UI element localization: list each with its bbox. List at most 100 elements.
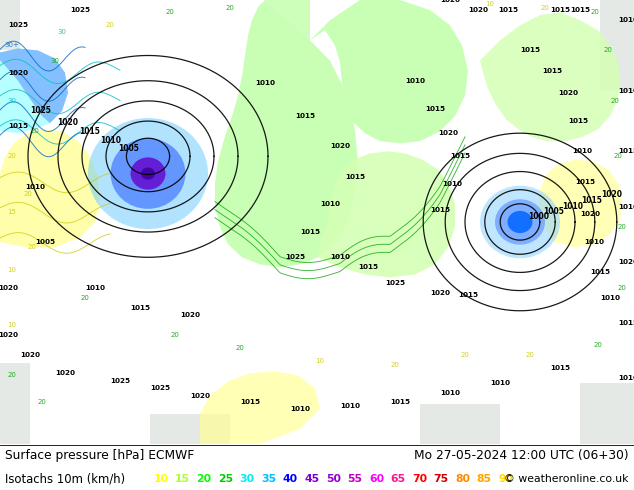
Text: 1020: 1020 (190, 392, 210, 398)
Text: 10: 10 (8, 268, 16, 273)
Text: 30+: 30+ (4, 43, 20, 49)
Text: 20: 20 (541, 5, 550, 11)
Text: 20: 20 (236, 345, 245, 351)
Text: 1015: 1015 (358, 265, 378, 270)
Polygon shape (0, 49, 68, 123)
Text: 1010: 1010 (100, 136, 121, 145)
Bar (0, 0, 20, 50)
Text: 1010: 1010 (320, 201, 340, 207)
Text: 20: 20 (618, 285, 626, 291)
Text: 1020: 1020 (558, 90, 578, 96)
Text: 1015: 1015 (618, 320, 634, 326)
Text: 20: 20 (37, 398, 46, 405)
Polygon shape (310, 0, 468, 143)
Ellipse shape (495, 199, 545, 245)
Text: 10: 10 (8, 322, 16, 328)
Text: 1015: 1015 (425, 106, 445, 112)
Text: 70: 70 (412, 474, 427, 484)
Text: 1015: 1015 (240, 398, 260, 405)
Polygon shape (265, 0, 310, 40)
Ellipse shape (110, 138, 186, 209)
Text: 50: 50 (326, 474, 341, 484)
Text: 90: 90 (498, 474, 514, 484)
Text: 1025: 1025 (285, 254, 305, 260)
Text: 1020: 1020 (57, 118, 79, 126)
Bar (420, 404, 500, 444)
Bar (150, 414, 230, 444)
Text: 1015: 1015 (300, 229, 320, 235)
Text: 20: 20 (226, 5, 235, 11)
Polygon shape (0, 49, 68, 133)
Text: 1020: 1020 (438, 130, 458, 136)
Text: 1015: 1015 (130, 305, 150, 311)
Text: 1020: 1020 (180, 312, 200, 318)
Text: 1025: 1025 (70, 7, 90, 13)
Text: 1020: 1020 (55, 370, 75, 376)
Text: 1010: 1010 (618, 88, 634, 94)
Polygon shape (200, 371, 320, 444)
Text: 30: 30 (240, 474, 255, 484)
Text: 1005: 1005 (543, 207, 564, 217)
Text: 1010: 1010 (562, 202, 583, 211)
Text: 1010: 1010 (340, 403, 360, 409)
Text: Mo 27-05-2024 12:00 UTC (06+30): Mo 27-05-2024 12:00 UTC (06+30) (414, 449, 629, 463)
Text: 30: 30 (51, 57, 60, 64)
Text: 1025: 1025 (150, 386, 170, 392)
Text: 20: 20 (460, 352, 469, 358)
Text: 1025: 1025 (110, 378, 130, 384)
Text: Surface pressure [hPa] ECMWF: Surface pressure [hPa] ECMWF (5, 449, 195, 463)
Text: 20: 20 (604, 48, 612, 53)
Text: 1010: 1010 (25, 184, 45, 190)
Text: 1015: 1015 (430, 207, 450, 213)
Text: 20: 20 (23, 191, 32, 196)
Text: 60: 60 (369, 474, 384, 484)
Text: 1020: 1020 (430, 290, 450, 295)
Text: 1015: 1015 (79, 127, 100, 136)
Text: 1015: 1015 (295, 113, 315, 119)
Text: 1025: 1025 (30, 106, 51, 115)
Text: 1020: 1020 (8, 70, 28, 75)
Bar (600, 0, 634, 91)
Polygon shape (538, 159, 622, 247)
Ellipse shape (507, 211, 533, 233)
Text: 1010: 1010 (572, 148, 592, 154)
Text: 20: 20 (618, 224, 626, 230)
Text: 1010: 1010 (618, 17, 634, 23)
Ellipse shape (131, 157, 165, 190)
Text: 20: 20 (593, 342, 602, 348)
Text: 1015: 1015 (550, 7, 570, 13)
Text: 1020: 1020 (602, 190, 623, 199)
Text: 1000: 1000 (528, 212, 549, 221)
Text: 55: 55 (347, 474, 363, 484)
Text: 1020: 1020 (0, 285, 18, 291)
Text: 40: 40 (283, 474, 298, 484)
Text: 1010: 1010 (405, 78, 425, 84)
Text: 75: 75 (434, 474, 449, 484)
Text: 1010: 1010 (490, 380, 510, 387)
Text: 10: 10 (486, 1, 495, 7)
Text: 1015: 1015 (450, 153, 470, 159)
Text: 1020: 1020 (580, 211, 600, 217)
Text: 80: 80 (455, 474, 470, 484)
Text: 20: 20 (30, 128, 39, 134)
Text: 20: 20 (391, 362, 399, 368)
Text: 1015: 1015 (581, 196, 602, 205)
Text: 1010: 1010 (440, 391, 460, 396)
Ellipse shape (141, 168, 155, 180)
Text: 10: 10 (316, 358, 325, 364)
Text: 1010: 1010 (618, 204, 634, 210)
Text: 20: 20 (590, 9, 599, 15)
Text: © weatheronline.co.uk: © weatheronline.co.uk (505, 474, 629, 484)
Polygon shape (480, 12, 620, 141)
Text: 1010: 1010 (618, 375, 634, 381)
Text: 1015: 1015 (498, 7, 518, 13)
Text: 85: 85 (477, 474, 492, 484)
Text: 1015: 1015 (390, 398, 410, 405)
Text: 20: 20 (8, 372, 16, 378)
Text: Isotachs 10m (km/h): Isotachs 10m (km/h) (5, 472, 125, 486)
Text: 20: 20 (165, 9, 174, 15)
Text: 1025: 1025 (385, 279, 405, 286)
Text: 1015: 1015 (570, 7, 590, 13)
Polygon shape (0, 129, 100, 247)
Text: 20: 20 (611, 98, 619, 104)
